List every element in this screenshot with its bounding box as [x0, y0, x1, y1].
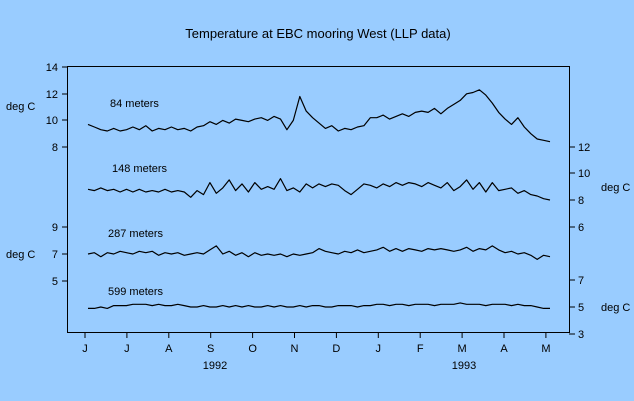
month-tick-label: M	[541, 343, 550, 355]
right-tick-label: 12	[578, 142, 590, 154]
month-tick-label: A	[165, 343, 173, 355]
left-tick-label: 14	[46, 62, 58, 74]
right-tick-label: 6	[578, 222, 584, 234]
right-unit-label-lower: deg C	[601, 302, 630, 314]
month-tick-label: S	[207, 343, 214, 355]
series-line-2	[87, 245, 551, 260]
series-line-1	[87, 178, 551, 201]
month-tick-label: D	[332, 343, 340, 355]
series-label: 148 meters	[112, 163, 168, 175]
right-tick-label: 10	[578, 168, 590, 180]
left-tick-label: 5	[52, 276, 58, 288]
left-tick-label: 12	[46, 89, 58, 101]
month-tick-label: O	[248, 343, 257, 355]
month-tick-label: N	[291, 343, 299, 355]
series-line-0	[87, 89, 551, 143]
left-tick-label: 7	[52, 249, 58, 261]
series-label: 599 meters	[108, 286, 164, 298]
left-unit-label-lower: deg C	[6, 249, 35, 261]
month-tick-label: J	[82, 343, 88, 355]
month-tick-label: J	[124, 343, 130, 355]
month-tick-label: M	[458, 343, 467, 355]
year-label: 1993	[452, 360, 476, 372]
month-tick-label: A	[500, 343, 508, 355]
month-tick-label: J	[376, 343, 382, 355]
year-label: 1992	[203, 360, 227, 372]
month-tick-label: F	[417, 343, 424, 355]
right-tick-label: 7	[578, 275, 584, 287]
series-label: 84 meters	[110, 98, 159, 110]
chart-title: Temperature at EBC mooring West (LLP dat…	[185, 26, 450, 41]
right-tick-label: 5	[578, 302, 584, 314]
left-unit-label-upper: deg C	[6, 101, 35, 113]
right-tick-label: 8	[578, 195, 584, 207]
left-tick-label: 9	[52, 222, 58, 234]
right-unit-label-upper: deg C	[601, 182, 630, 194]
series-label: 287 meters	[108, 228, 164, 240]
series-line-3	[88, 302, 550, 309]
left-tick-label: 10	[46, 115, 58, 127]
right-tick-label: 3	[578, 329, 584, 341]
plot-frame	[67, 66, 570, 333]
left-tick-label: 8	[52, 142, 58, 154]
